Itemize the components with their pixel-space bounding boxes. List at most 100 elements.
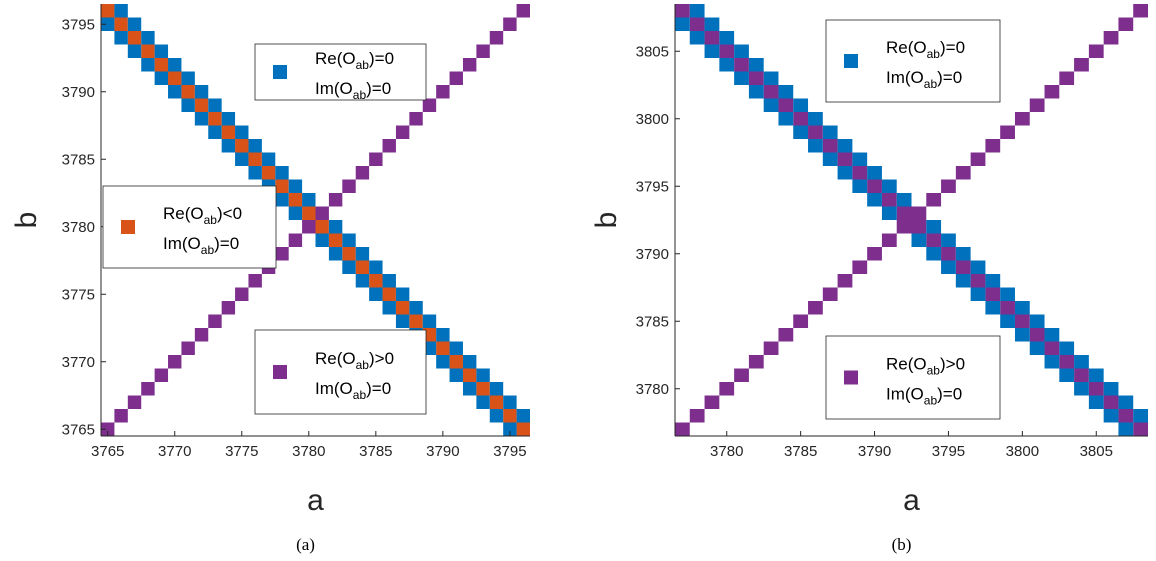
cell-purple bbox=[489, 31, 504, 45]
cell-purple bbox=[704, 31, 720, 45]
cell-purple bbox=[1074, 368, 1089, 382]
cell-blue bbox=[1074, 355, 1089, 369]
cell-blue bbox=[141, 58, 155, 72]
cell-purple bbox=[734, 368, 749, 382]
cell-purple bbox=[941, 179, 956, 193]
cell-purple bbox=[941, 247, 956, 261]
cell-blue bbox=[778, 85, 794, 99]
cell-purple bbox=[808, 125, 823, 139]
cell-purple bbox=[1118, 409, 1134, 423]
cell-blue bbox=[896, 193, 912, 207]
cell-blue bbox=[382, 301, 396, 315]
cell-purple bbox=[1029, 328, 1045, 342]
cell-blue bbox=[675, 17, 690, 31]
cell-blue bbox=[288, 179, 303, 193]
cell-purple bbox=[896, 220, 912, 234]
cell-blue bbox=[808, 112, 823, 126]
cell-blue bbox=[127, 44, 142, 58]
cell-purple bbox=[436, 85, 450, 99]
cell-blue bbox=[985, 274, 1001, 288]
cell-blue bbox=[704, 17, 720, 31]
cell-orange bbox=[302, 206, 316, 220]
cell-blue bbox=[763, 98, 779, 112]
cell-purple bbox=[288, 233, 303, 247]
cell-blue bbox=[1088, 368, 1104, 382]
cell-blue bbox=[970, 287, 986, 301]
cell-purple bbox=[881, 233, 897, 247]
cell-blue bbox=[793, 125, 809, 139]
cell-blue bbox=[221, 112, 236, 126]
cell-blue bbox=[1029, 341, 1045, 355]
cell-blue bbox=[881, 206, 897, 220]
cell-purple bbox=[101, 422, 115, 436]
cell-purple bbox=[503, 17, 517, 31]
cell-blue bbox=[328, 220, 343, 234]
y-tick-label: 3770 bbox=[62, 354, 95, 371]
cell-orange bbox=[127, 31, 142, 45]
x-tick-label: 3805 bbox=[1080, 443, 1113, 460]
cell-purple bbox=[852, 166, 868, 180]
cell-purple bbox=[208, 314, 222, 328]
cell-blue bbox=[208, 98, 222, 112]
cell-purple bbox=[955, 166, 971, 180]
cell-purple bbox=[675, 422, 690, 436]
cell-purple bbox=[235, 287, 249, 301]
cell-blue bbox=[141, 31, 155, 45]
cell-purple bbox=[734, 58, 749, 72]
cell-blue bbox=[704, 44, 720, 58]
cell-blue bbox=[778, 112, 794, 126]
cell-blue bbox=[852, 179, 868, 193]
chart-panel-b: 3780 3785 3790 3795 3800 3805 3780 3785 3790 3795… bbox=[590, 4, 1148, 554]
y-tick-label: 3790 bbox=[62, 84, 95, 101]
legend-middle-left: Re(Oab)<0 Im(Oab)=0 bbox=[102, 185, 277, 269]
cell-blue bbox=[941, 233, 956, 247]
cell-blue bbox=[1044, 328, 1060, 342]
x-tick-label: 3780 bbox=[710, 443, 743, 460]
cell-blue bbox=[970, 260, 986, 274]
cell-blue bbox=[867, 166, 882, 180]
cell-blue bbox=[793, 98, 809, 112]
cell-blue bbox=[127, 17, 142, 31]
cell-orange bbox=[369, 274, 383, 288]
legend-line-re: Re(Oab)<0 bbox=[163, 204, 242, 227]
cell-orange bbox=[221, 125, 236, 139]
cell-purple bbox=[793, 314, 809, 328]
cell-blue bbox=[114, 31, 128, 45]
cell-blue bbox=[985, 301, 1001, 315]
cell-blue bbox=[315, 233, 329, 247]
cell-blue bbox=[302, 193, 316, 207]
figure-caption: (b) bbox=[892, 535, 912, 554]
chart-panel-a: 3765 3770 3775 3780 3785 3790 3795 3765 3770 3775… bbox=[10, 4, 530, 554]
cell-blue bbox=[449, 341, 463, 355]
cell-blue bbox=[1059, 368, 1075, 382]
cell-purple bbox=[382, 139, 396, 153]
cell-purple bbox=[985, 287, 1001, 301]
cell-blue bbox=[503, 395, 517, 409]
cell-purple bbox=[315, 206, 329, 220]
cell-blue bbox=[955, 247, 971, 261]
cell-blue bbox=[328, 247, 343, 261]
cell-blue bbox=[342, 260, 356, 274]
cell-blue bbox=[837, 166, 853, 180]
cell-purple bbox=[763, 85, 779, 99]
cells bbox=[101, 4, 530, 436]
cell-purple bbox=[275, 247, 289, 261]
cell-blue bbox=[275, 193, 289, 207]
cell-purple bbox=[114, 409, 128, 423]
x-axis-label: a bbox=[307, 484, 324, 517]
cell-orange bbox=[168, 71, 182, 85]
cell-purple bbox=[896, 206, 912, 220]
cell-blue bbox=[489, 409, 504, 423]
cell-blue bbox=[1059, 341, 1075, 355]
cell-purple bbox=[1000, 301, 1015, 315]
y-tick-label: 3790 bbox=[636, 246, 669, 263]
legend-swatch bbox=[121, 220, 135, 234]
cell-blue bbox=[194, 85, 209, 99]
cell-blue bbox=[355, 274, 370, 288]
cell-blue bbox=[926, 220, 942, 234]
cell-purple bbox=[719, 382, 735, 396]
cell-orange bbox=[342, 247, 356, 261]
cell-orange bbox=[516, 422, 530, 436]
legend-swatch bbox=[844, 370, 858, 385]
